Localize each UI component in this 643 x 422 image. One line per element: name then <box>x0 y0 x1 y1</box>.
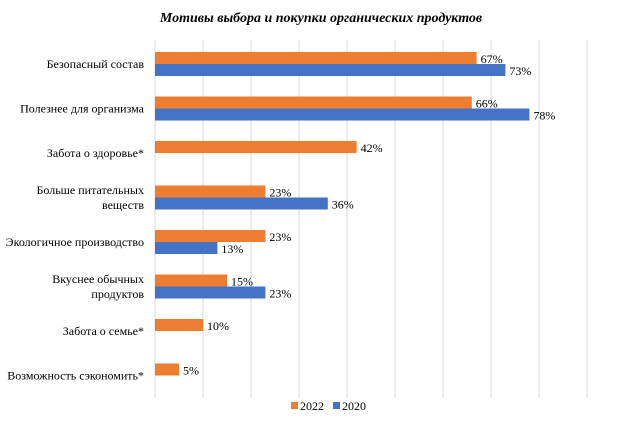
data-label-2022: 66% <box>476 97 498 111</box>
legend-swatch-2022 <box>291 402 298 409</box>
data-label-2022: 10% <box>207 319 229 333</box>
category-label: Забота о здоровье* <box>47 146 144 160</box>
bar-2020 <box>155 108 530 121</box>
value-labels: 67% 73% 66% 78% 42% 23% 36% 23% 13% 15% 23% 10% 5% <box>183 52 555 378</box>
bar-2022 <box>155 230 266 242</box>
bar-2022 <box>155 185 266 198</box>
category-labels: Безопасный состав Полезнее для организма З… <box>6 57 145 383</box>
bar-2022 <box>155 319 203 331</box>
category-label: Забота о семье* <box>63 324 144 338</box>
data-label-2020: 78% <box>533 109 555 123</box>
legend-swatch-2020 <box>333 402 340 409</box>
data-label-2020: 73% <box>509 64 531 78</box>
category-label: Вкуснее обычных продуктов <box>52 272 144 301</box>
bar-2022 <box>155 52 477 64</box>
data-label-2020: 36% <box>332 198 354 212</box>
data-label-2022: 42% <box>361 141 383 155</box>
legend: 2022 2020 <box>291 399 366 413</box>
data-label-2022: 5% <box>183 364 199 378</box>
bars <box>155 52 530 376</box>
chart-title: Мотивы выбора и покупки органических про… <box>159 11 483 26</box>
bar-2022 <box>155 96 472 109</box>
legend-label-2020: 2020 <box>342 399 366 413</box>
gridlines <box>154 40 588 398</box>
bar-2022 <box>155 274 227 287</box>
category-label: Возможность сэкономить* <box>7 369 144 383</box>
category-label: Больше питательных веществ <box>36 183 144 212</box>
legend-label-2022: 2022 <box>300 399 324 413</box>
bar-2020 <box>155 286 266 299</box>
bar-2022 <box>155 363 179 376</box>
category-label: Безопасный состав <box>47 57 145 71</box>
bar-2022 <box>155 141 357 153</box>
category-label: Полезнее для организма <box>20 102 145 116</box>
data-label-2022: 15% <box>231 275 253 289</box>
bar-2020 <box>155 197 328 210</box>
data-label-2020: 13% <box>221 242 243 256</box>
data-label-2022: 23% <box>269 230 291 244</box>
category-label: Экологичное производство <box>6 235 144 249</box>
data-label-2022: 23% <box>269 186 291 200</box>
data-label-2020: 23% <box>269 287 291 301</box>
bar-2020 <box>155 242 218 254</box>
bar-2020 <box>155 64 506 76</box>
data-label-2022: 67% <box>481 52 503 66</box>
